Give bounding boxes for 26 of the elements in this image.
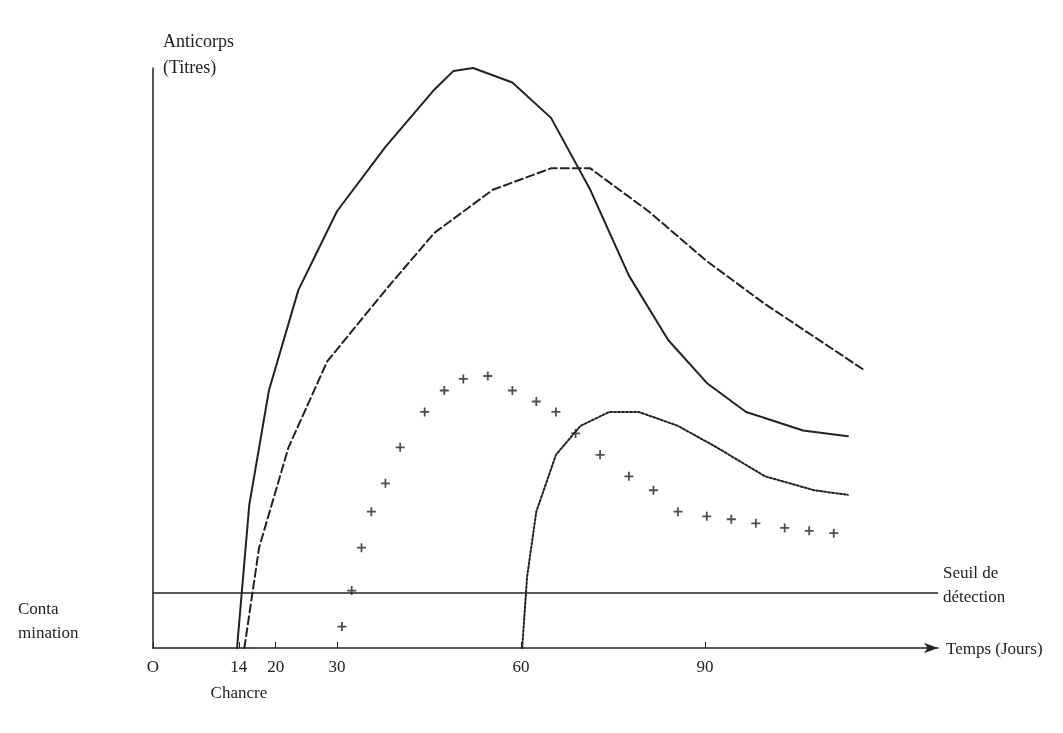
point [751,518,761,528]
point [673,507,683,517]
point [483,371,493,381]
point [395,442,405,452]
point [624,471,634,481]
point [702,511,712,521]
x-tick-label: 60 [512,657,530,676]
point [551,407,561,417]
x-tick-label: 90 [696,657,714,676]
point [780,523,790,533]
x-axis-title: Temps (Jours) [946,638,1043,658]
point [420,407,430,417]
x-tick-label: 20 [267,657,285,676]
x-tick-label: O [146,657,160,676]
text: Chancre [210,683,268,702]
y-axis-title: Anticorps (Titres) [163,31,234,78]
x-tick-label: 30 [328,657,346,676]
point [804,526,814,536]
point [366,507,376,517]
ref-line-label: Seuil de détection [943,562,1006,606]
x-tick-label: 14 [230,657,248,676]
point [458,374,468,384]
point [726,514,736,524]
text: Conta mination [18,598,79,642]
point [595,450,605,460]
point [829,528,839,538]
